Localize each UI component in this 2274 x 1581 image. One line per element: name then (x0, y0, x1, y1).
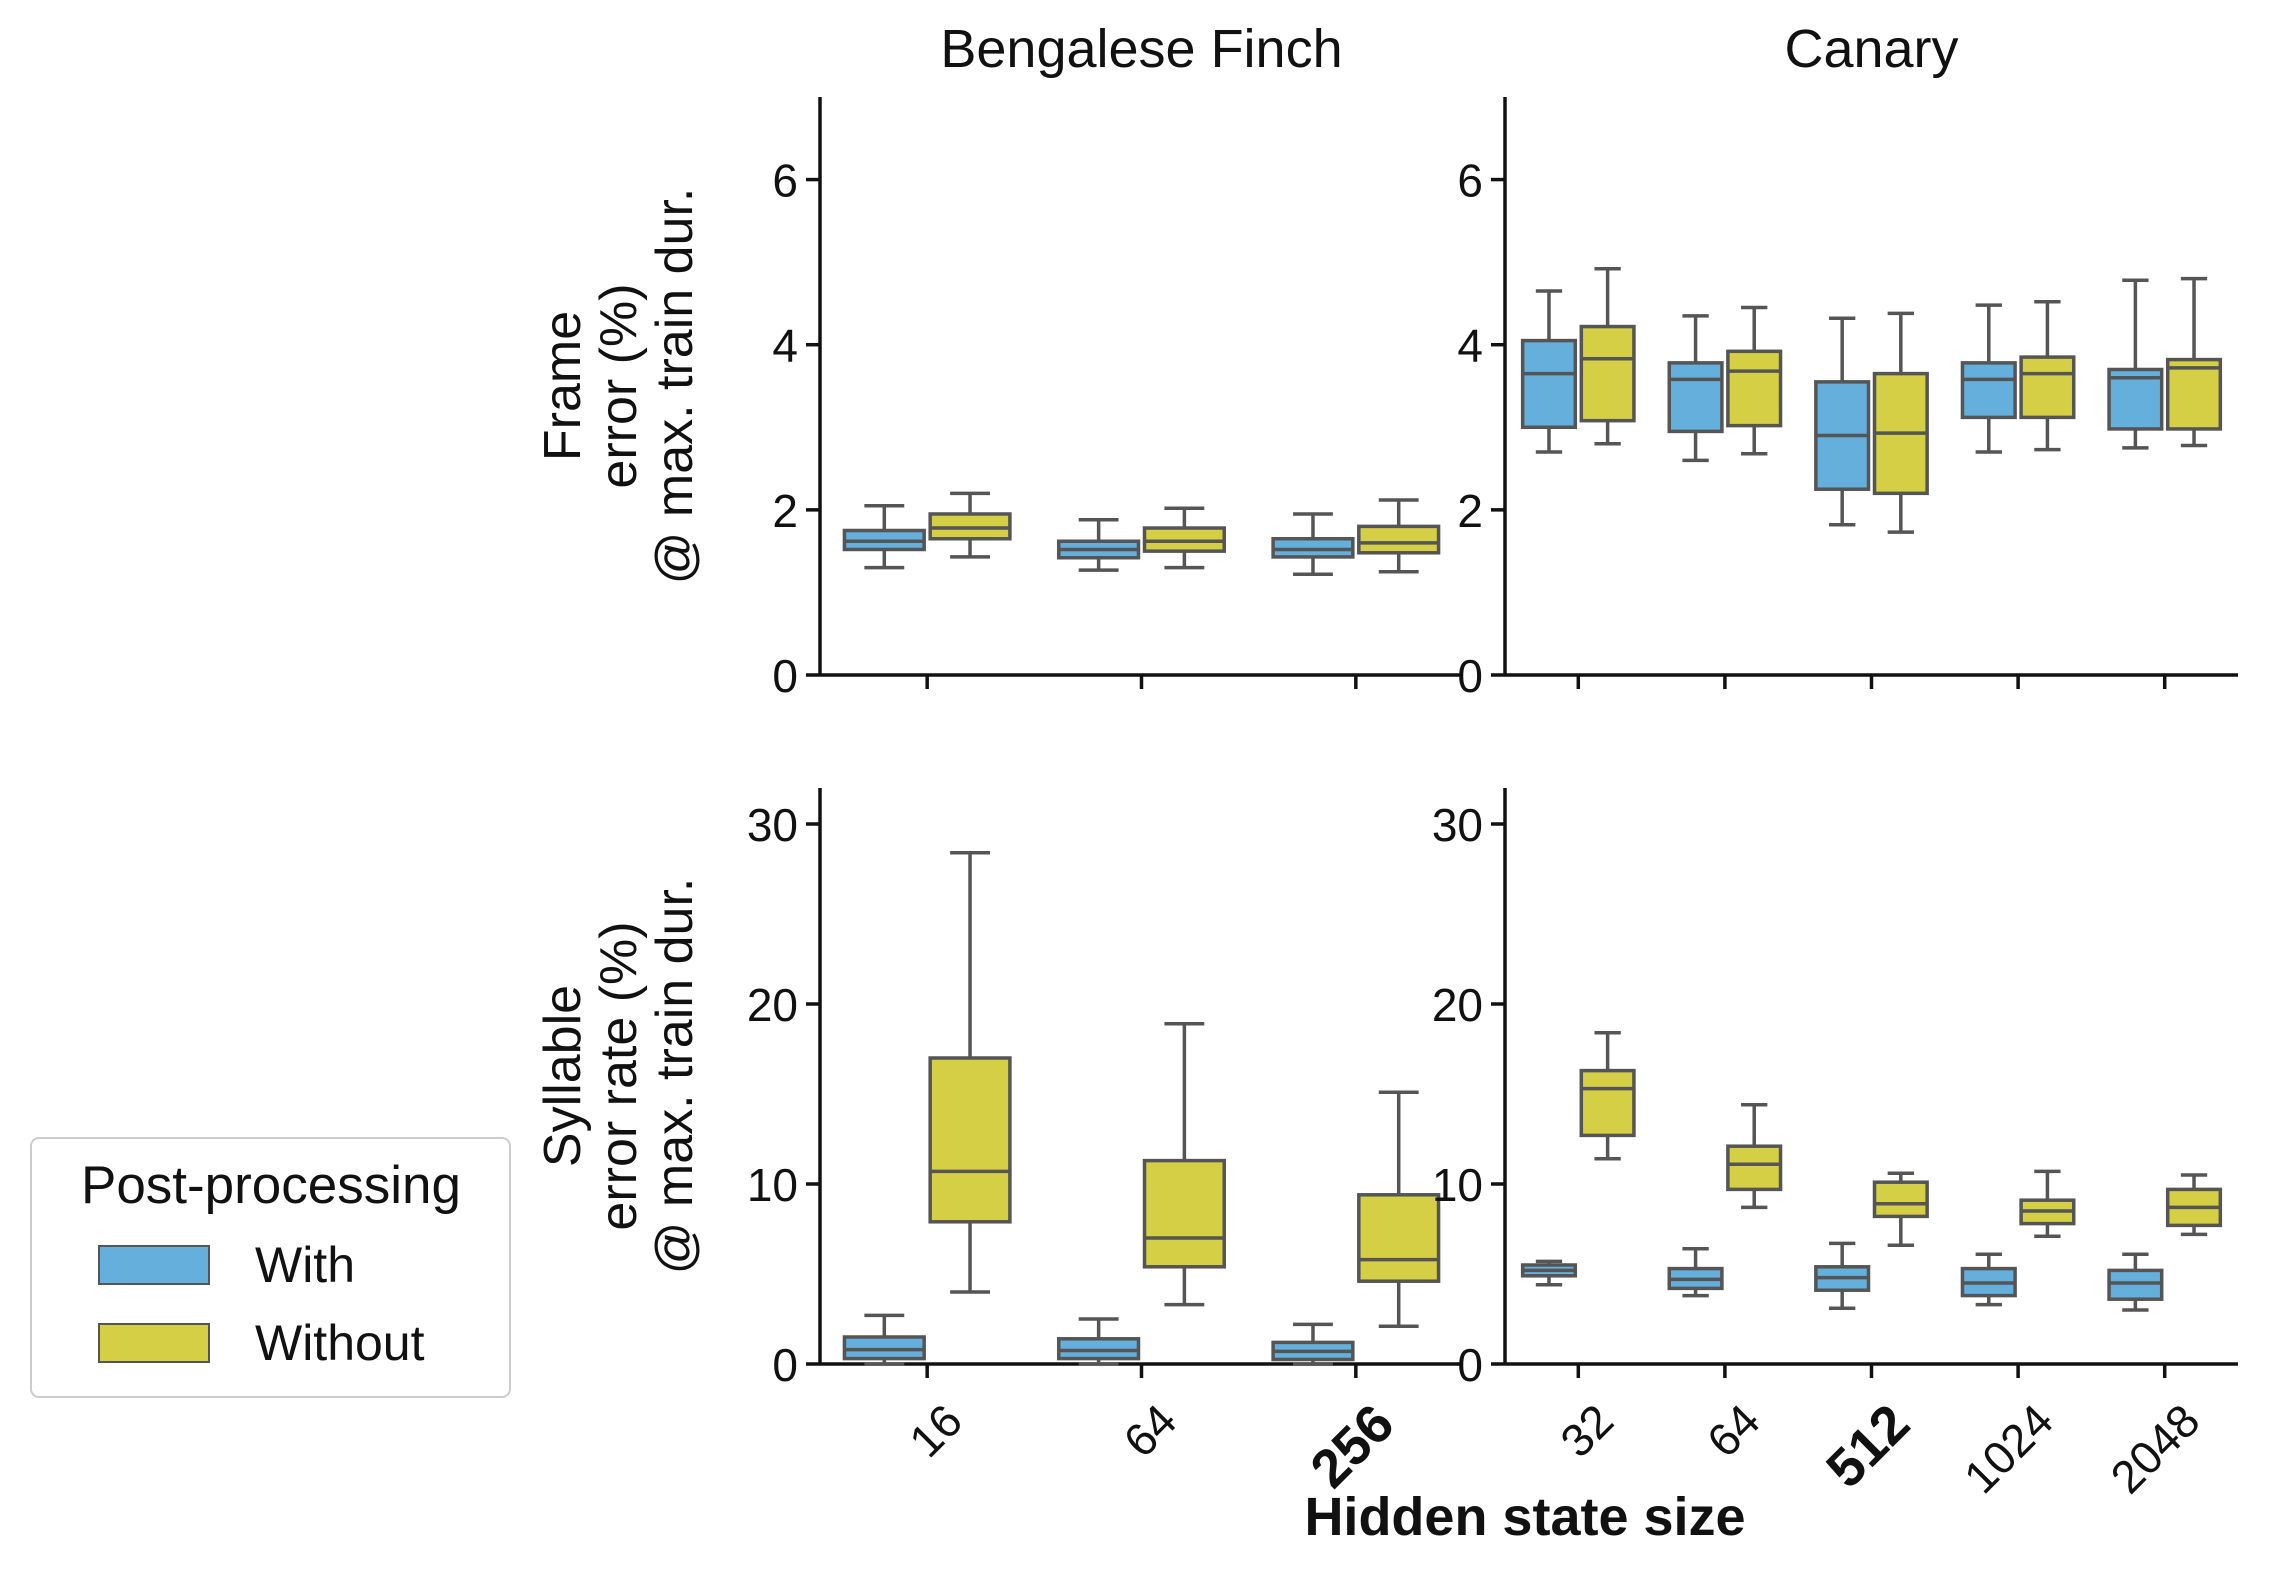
box-iqr (928, 1056, 1012, 1224)
box-iqr (1960, 361, 2017, 420)
y-tick-label: 6 (1457, 155, 1483, 207)
box-with (1667, 314, 1724, 463)
box-with (1960, 1252, 2017, 1307)
x-tick-label: 64 (1113, 1394, 1186, 1467)
x-axis-label: Hidden state size (1304, 1487, 1745, 1547)
panel-2: 0 2 4 6 Canary (1457, 19, 2238, 702)
y-tick-label: 6 (772, 155, 798, 207)
x-tick-label: 32 (1550, 1394, 1623, 1467)
box-with (1520, 1259, 1578, 1287)
y-axis-label: error (%) (590, 283, 648, 488)
y-tick-label: 0 (1457, 1339, 1483, 1391)
y-axis-label: Frame (534, 311, 592, 461)
x-tick-label: 16 (899, 1394, 972, 1467)
y-tick-label: 2 (772, 485, 798, 537)
box-without (2165, 276, 2223, 448)
y-tick-label: 0 (772, 650, 798, 702)
y-axis-label: error rate (%) (590, 921, 648, 1230)
box-without (1579, 1031, 1636, 1161)
box-without (2019, 1169, 2076, 1238)
box-without (1142, 506, 1226, 570)
box-with (2107, 278, 2164, 450)
box-iqr (1726, 349, 1783, 428)
box-iqr (2019, 355, 2076, 420)
box-without (1579, 266, 1636, 446)
y-tick-label: 10 (747, 1159, 798, 1211)
x-tick-label: 64 (1697, 1394, 1770, 1467)
y-tick-label: 0 (1457, 650, 1483, 702)
box-iqr (1579, 324, 1636, 423)
x-tick-label: 512 (1815, 1393, 1921, 1499)
box-with (842, 1313, 926, 1366)
box-without (928, 851, 1012, 1294)
box-iqr (1579, 1068, 1636, 1138)
box-with (842, 503, 926, 570)
box-with (1520, 289, 1578, 454)
box-without (1872, 311, 1929, 534)
y-tick-label: 30 (747, 799, 798, 851)
box-with (1271, 1322, 1355, 1366)
y-tick-label: 4 (1457, 320, 1483, 372)
box-iqr (1726, 1144, 1783, 1192)
y-axis-label: @ max. train dur. (646, 188, 704, 585)
box-with (1814, 316, 1871, 527)
box-iqr (2165, 357, 2223, 431)
box-iqr (2107, 1268, 2164, 1301)
legend-label-with: With (255, 1237, 355, 1293)
legend: Post-processing With Without (30, 1137, 511, 1398)
y-tick-label: 20 (1432, 979, 1483, 1031)
box-with (1271, 512, 1355, 577)
y-axis-label: Syllable (534, 985, 592, 1167)
y-tick-label: 20 (747, 979, 798, 1031)
box-without (2019, 300, 2076, 452)
y-tick-label: 2 (1457, 485, 1483, 537)
box-without (1142, 1022, 1226, 1307)
y-tick-label: 4 (772, 320, 798, 372)
panel-title: Bengalese Finch (940, 19, 1342, 79)
box-iqr (842, 1335, 926, 1361)
box-with (1814, 1241, 1871, 1310)
box-iqr (1872, 1180, 1929, 1219)
box-iqr (1520, 338, 1578, 430)
box-without (1726, 1103, 1783, 1210)
box-without (1872, 1171, 1929, 1247)
legend-swatch-with (98, 1245, 210, 1285)
box-without (1357, 1090, 1441, 1328)
legend-label-without: Without (255, 1315, 425, 1371)
box-with (1960, 303, 2017, 454)
y-axis-label: @ max. train dur. (646, 878, 704, 1275)
y-tick-label: 10 (1432, 1159, 1483, 1211)
box-without (1357, 498, 1441, 574)
box-with (1057, 1317, 1141, 1366)
box-iqr (1057, 1337, 1141, 1361)
panel-title: Canary (1784, 19, 1958, 79)
box-iqr (1142, 1158, 1226, 1269)
box-with (1057, 518, 1141, 572)
box-with (1667, 1247, 1724, 1298)
y-tick-label: 0 (772, 1339, 798, 1391)
box-with (2107, 1252, 2164, 1312)
y-tick-label: 30 (1432, 799, 1483, 851)
box-iqr (1357, 1193, 1441, 1283)
legend-title: Post-processing (81, 1156, 461, 1215)
x-tick-label: 2048 (2100, 1394, 2209, 1503)
box-iqr (1667, 361, 1724, 434)
box-without (1726, 305, 1783, 456)
x-tick-label: 1024 (1954, 1394, 2063, 1503)
box-without (928, 491, 1012, 559)
box-iqr (1357, 524, 1441, 555)
x-tick-label: 256 (1299, 1393, 1405, 1499)
panel-4: 0 10 20 30 32 64 512 1024 2048 (1432, 788, 2238, 1503)
legend-swatch-without (98, 1323, 210, 1363)
box-without (2165, 1173, 2223, 1237)
